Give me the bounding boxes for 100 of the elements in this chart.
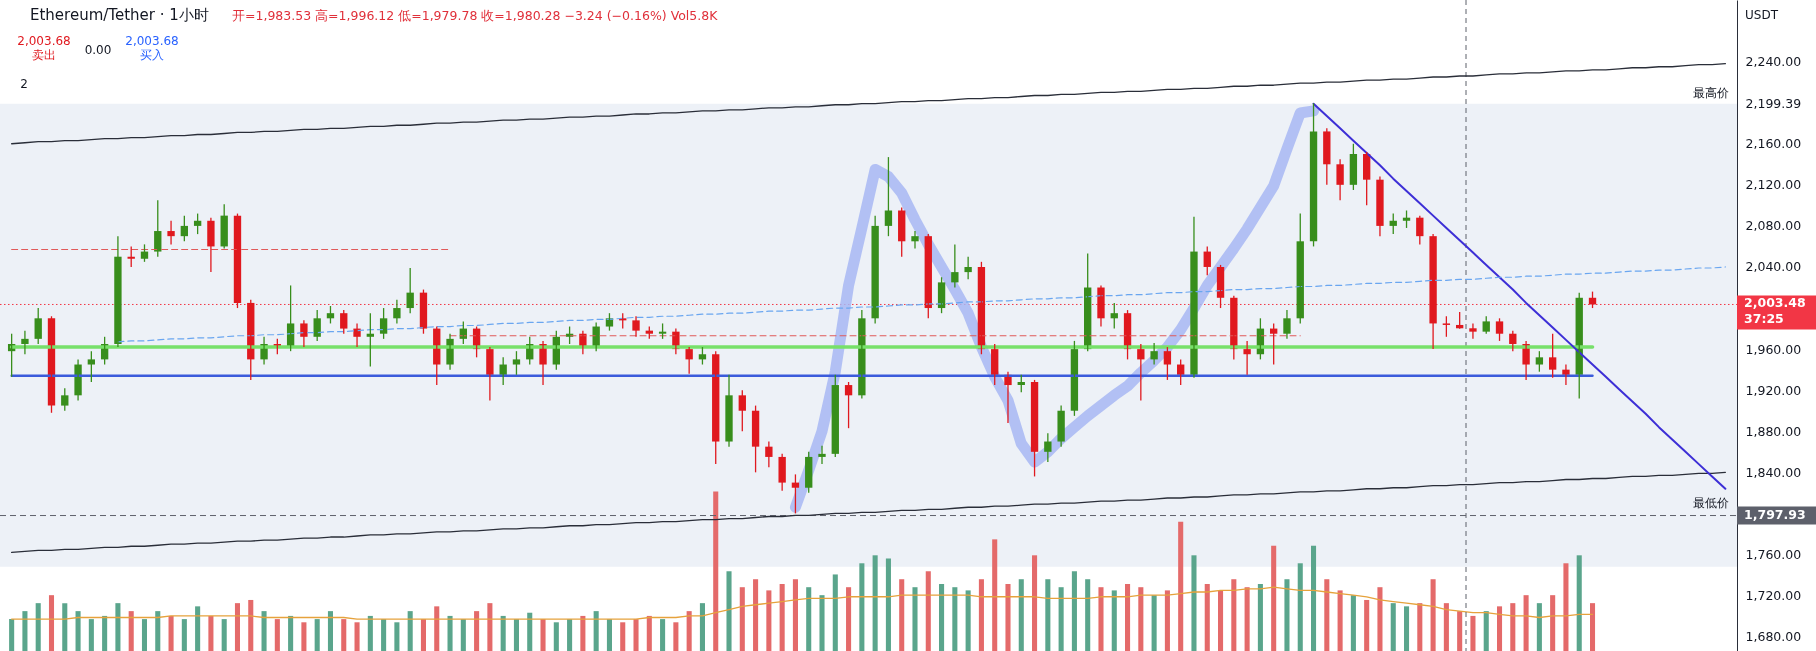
bar (553, 622, 559, 651)
bar (806, 587, 812, 651)
y-tick-label: 2,120.00 (1745, 177, 1802, 193)
bar (1337, 590, 1343, 651)
bar (1350, 595, 1356, 651)
bar (792, 579, 798, 651)
bar (1071, 571, 1077, 651)
y-tick-label: 1,920.00 (1745, 382, 1802, 398)
bar (899, 579, 905, 651)
bar (1098, 587, 1104, 651)
bar (753, 579, 759, 651)
y-tick-label: 1,760.00 (1745, 546, 1802, 562)
bar (487, 603, 493, 651)
y-tick-label: 1,960.00 (1745, 341, 1802, 357)
bar (381, 619, 387, 651)
bar (1297, 563, 1303, 651)
bar (500, 615, 506, 651)
text: 开=1,983.53 高=1,996.12 低=1,979.78 收=1,980.28 −3.24 (−0.16%) Vol5.8K (232, 8, 719, 23)
bar (1138, 587, 1144, 651)
bar (567, 619, 573, 651)
bar (1523, 595, 1529, 651)
bar (832, 574, 838, 651)
bar (939, 584, 945, 651)
candlestick (1469, 322, 1477, 340)
candlestick (1535, 350, 1544, 373)
bar (1364, 599, 1370, 651)
chart-title: Ethereum/Tether · 1小时 (30, 6, 209, 24)
y-tick-label: 2,240.00 (1745, 54, 1802, 70)
bar (1403, 606, 1410, 651)
bar (168, 615, 174, 651)
bar (1058, 587, 1064, 651)
bar (1284, 579, 1290, 651)
bar (1032, 555, 1038, 651)
y-tick-label: 2,040.00 (1745, 259, 1802, 275)
bar (301, 622, 307, 651)
annotation: 最低价 (1693, 496, 1729, 511)
bar (1470, 615, 1476, 651)
bar (48, 595, 55, 651)
bar (912, 587, 918, 651)
ref-line-label: 2,003.48 37:25 (1744, 295, 1806, 327)
bar (540, 619, 546, 651)
bar (460, 619, 466, 651)
bar (155, 611, 161, 651)
line-series (10, 471, 1727, 554)
bar (1496, 606, 1503, 651)
bar (846, 587, 852, 651)
y-tick-label: 2,080.00 (1745, 218, 1802, 234)
ref-line-label: 1,797.93 (1744, 506, 1806, 522)
bar (447, 615, 453, 651)
bar (208, 615, 214, 651)
bar (407, 611, 413, 651)
annotation: 2,003.68 买入 (125, 34, 179, 62)
bar (726, 571, 732, 651)
candlestick (778, 453, 786, 492)
bar (1443, 603, 1449, 651)
bar (1311, 545, 1317, 651)
annotation: 2 (20, 77, 28, 91)
bar (1417, 603, 1423, 651)
bar (274, 619, 280, 651)
bar (646, 615, 652, 651)
y-tick-label: 1,680.00 (1745, 629, 1802, 645)
bar (859, 563, 865, 651)
bar (195, 606, 201, 651)
bar (22, 611, 28, 651)
candlestick (499, 356, 507, 386)
candlestick (1442, 315, 1451, 338)
bar (1324, 579, 1330, 651)
bar (341, 619, 347, 651)
candlestick (685, 346, 693, 375)
line-series (1312, 102, 1727, 490)
bar (75, 611, 81, 651)
bar (1191, 555, 1197, 651)
bar (181, 619, 187, 651)
bar (992, 539, 998, 651)
bar (819, 595, 825, 651)
bar (1231, 579, 1237, 651)
candlestick (1044, 432, 1052, 463)
bar (1218, 590, 1224, 651)
bar (606, 619, 612, 651)
bar (1244, 587, 1250, 651)
bar (354, 622, 360, 651)
bar (952, 587, 958, 651)
y-tick-label: 2,160.00 (1745, 136, 1802, 152)
bar (1510, 603, 1516, 651)
bar (1589, 603, 1596, 651)
bar (420, 619, 426, 651)
bar (1536, 603, 1542, 651)
annotation: 最高价 (1693, 86, 1729, 101)
bar (660, 619, 666, 651)
bar (593, 611, 599, 651)
bar (1377, 587, 1383, 651)
bar (62, 603, 68, 651)
bar (128, 611, 134, 651)
text: USDT (1745, 8, 1779, 22)
bar (1257, 584, 1263, 651)
candlestick (951, 243, 959, 289)
bar (699, 603, 705, 651)
line-series (10, 63, 1727, 145)
bar (434, 606, 440, 651)
bar (1430, 579, 1436, 651)
